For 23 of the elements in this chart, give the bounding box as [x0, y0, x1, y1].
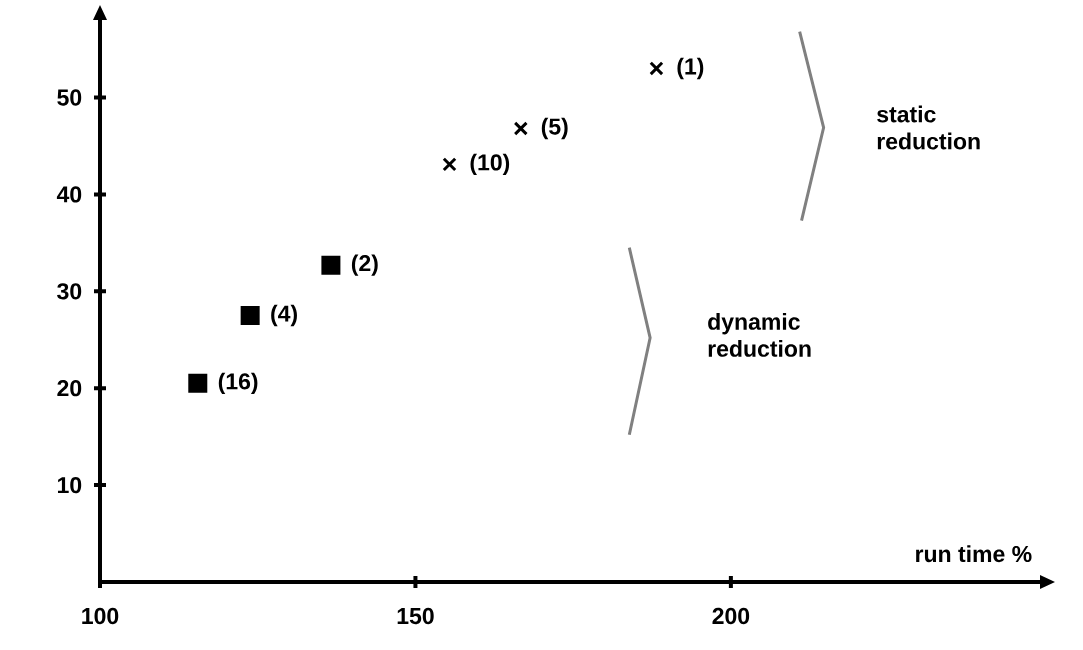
y-tick-label: 20: [57, 380, 82, 397]
annotation: (5): [541, 117, 568, 140]
annotation: (16): [218, 372, 258, 395]
point: [321, 255, 341, 275]
y-tick-label: 50: [57, 89, 82, 106]
point: [442, 157, 457, 172]
annotation: dynamic reduction: [708, 312, 811, 357]
annotation: static reduction: [877, 105, 980, 150]
annotation: (4): [271, 304, 297, 327]
annotation: (10): [470, 153, 510, 176]
point: [188, 373, 208, 393]
y-tick-label: 10: [57, 476, 82, 494]
annotation: (1): [677, 57, 704, 80]
x-tick-label: 200: [712, 607, 750, 625]
y-tick-label: 30: [57, 283, 82, 300]
point: [513, 121, 528, 136]
annotation: (2): [351, 254, 378, 276]
y-tick-label: 40: [56, 186, 82, 203]
point: [649, 61, 664, 76]
x-tick-label: 150: [397, 607, 434, 625]
x-tick-label: 100: [82, 607, 119, 625]
x-axis-title: run time %: [916, 545, 1032, 563]
point: [240, 306, 260, 326]
